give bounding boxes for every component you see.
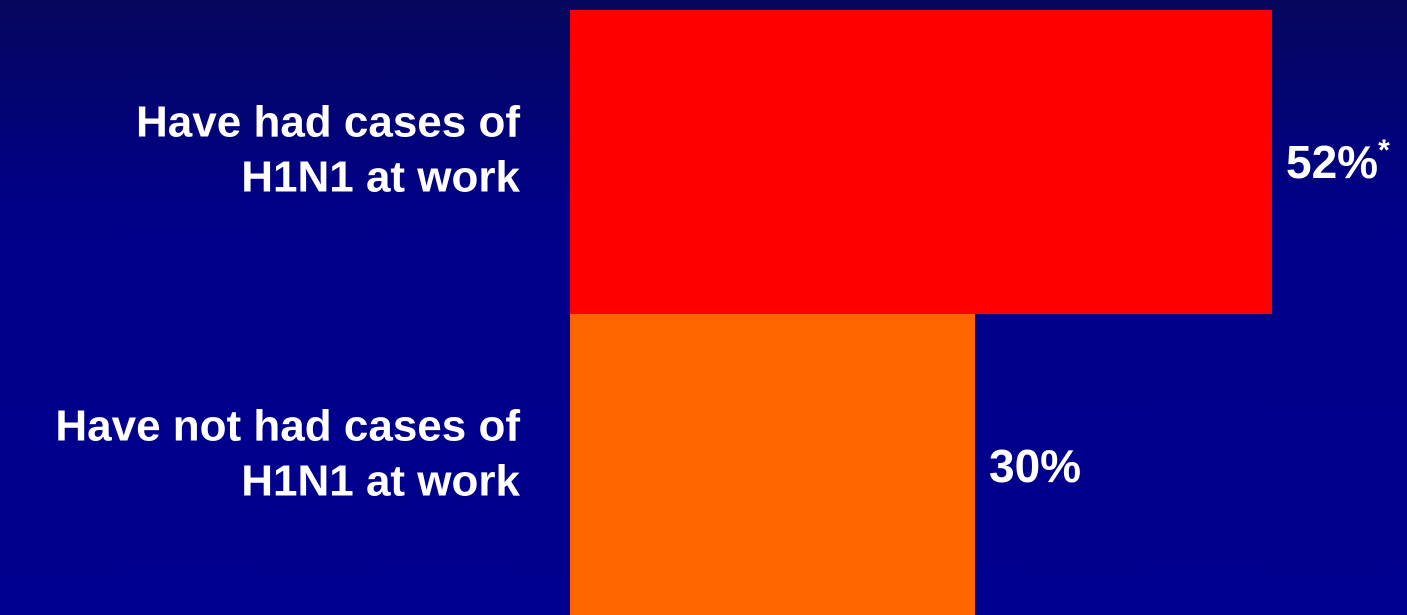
bars-layer [570,10,1272,615]
bar-2 [570,314,975,615]
value-label-2: 30% [989,440,1081,492]
value-label-1: 52%* [1286,134,1390,188]
category-label-2: Have not had cases of H1N1 at work [55,402,520,506]
labels-layer: Have had cases of H1N1 at work 52%* Have no… [55,98,1390,506]
bar-1 [570,10,1272,314]
category-label-1: Have had cases of H1N1 at work [136,98,520,202]
